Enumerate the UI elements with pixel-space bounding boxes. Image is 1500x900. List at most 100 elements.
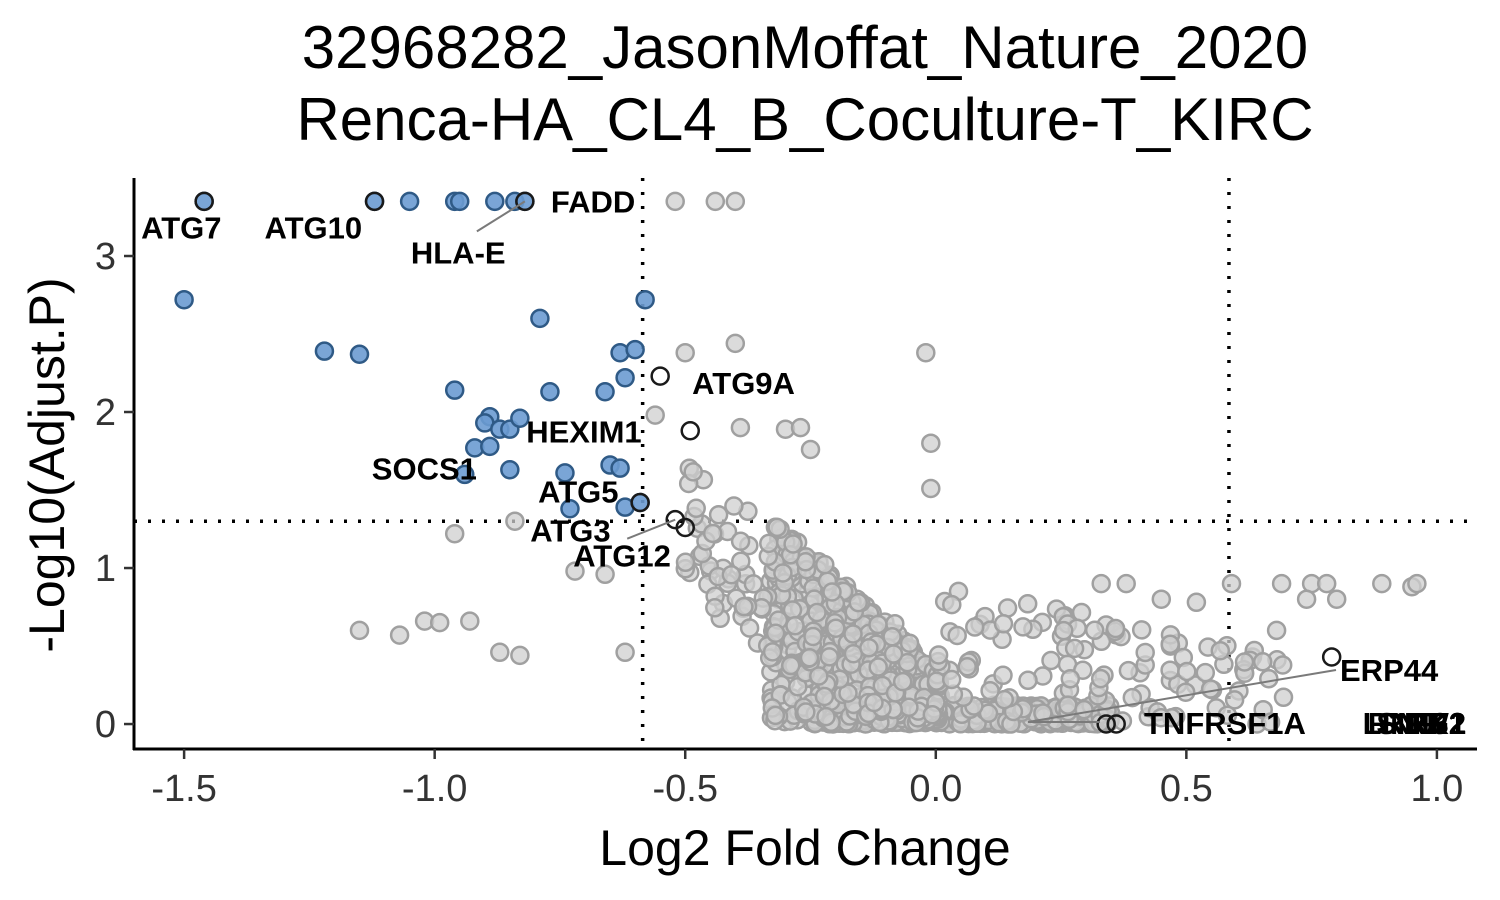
ns-point (822, 582, 842, 602)
ns-point (1252, 652, 1273, 672)
ns-point (565, 561, 585, 581)
ns-point (800, 439, 821, 460)
ns-point (815, 554, 835, 575)
down-point (480, 436, 500, 457)
ns-point (899, 633, 920, 653)
ns-point (1296, 589, 1317, 609)
ns-point (725, 191, 746, 212)
axes (132, 178, 1477, 751)
ns-point (1407, 573, 1427, 594)
ns-point (731, 551, 751, 572)
ns-point (997, 598, 1018, 618)
ns-point (665, 191, 685, 212)
ns-point (1234, 652, 1255, 672)
ns-point (1084, 620, 1105, 641)
highlight-point (364, 191, 385, 212)
y-tick-label: 2 (95, 392, 116, 434)
ns-point (1266, 620, 1287, 641)
ns-point (994, 689, 1015, 710)
down-point (610, 458, 630, 478)
ns-point (765, 623, 786, 643)
down-point (485, 191, 505, 212)
x-tick-label: -0.5 (652, 768, 717, 810)
ns-point (819, 647, 840, 667)
ns-point (730, 417, 751, 438)
ns-point (1091, 573, 1111, 594)
ns-point (1151, 707, 1171, 728)
ns-point (1160, 634, 1180, 654)
gene-label: ATG7 (141, 210, 221, 245)
ns-point (1058, 695, 1078, 715)
ns-point (1210, 640, 1231, 661)
label-leader-line (476, 200, 526, 233)
y-tick-label: 3 (95, 236, 116, 278)
ns-point (1177, 661, 1197, 682)
down-point (399, 191, 420, 212)
ns-point (783, 534, 803, 554)
down-point (349, 344, 370, 365)
ns-point (460, 611, 480, 631)
ns-point (980, 680, 1000, 701)
ns-point (1273, 687, 1294, 708)
down-point (449, 191, 470, 212)
ns-point (1316, 573, 1337, 594)
ns-point (1105, 618, 1126, 639)
ns-point (1200, 679, 1221, 699)
highlight-point (630, 492, 650, 513)
ns-point (807, 602, 827, 623)
down-point (615, 367, 635, 388)
down-point (530, 308, 550, 329)
ns-point (724, 496, 744, 516)
ns-point (1074, 699, 1094, 720)
ns-point (941, 669, 962, 690)
ns-point (645, 405, 665, 425)
ns-point (859, 638, 879, 658)
ns-point (765, 705, 786, 726)
ns-point (897, 652, 918, 673)
ns-point (928, 645, 949, 665)
gene-label: ATG12 (573, 538, 671, 573)
gene-label: FADD (551, 184, 635, 219)
ns-point (1326, 589, 1347, 609)
y-ticks: 0 1 2 3 (95, 236, 134, 746)
ns-point (510, 645, 530, 666)
down-point (595, 381, 615, 402)
gene-label: NF2 (1407, 706, 1466, 741)
ns-point (702, 523, 723, 544)
ns-point (429, 612, 450, 633)
highlight-point (680, 420, 700, 441)
ns-point (1116, 573, 1136, 594)
ns-point (1160, 660, 1180, 680)
ns-point (957, 656, 977, 677)
down-point (560, 498, 580, 519)
highlighted-points (194, 191, 1342, 734)
x-tick-label: 0.5 (1160, 768, 1213, 810)
ns-point (1372, 573, 1392, 594)
down-point (454, 464, 475, 485)
ns-point (1259, 668, 1279, 689)
ns-point (349, 620, 370, 641)
ns-point (799, 648, 820, 668)
x-tick-label: -1.0 (402, 768, 467, 810)
ns-point (921, 478, 941, 499)
ns-point (838, 683, 858, 703)
ns-point (725, 333, 746, 354)
ns-point (615, 642, 635, 663)
x-ticks: -1.5 -1.0 -0.5 0.0 0.5 1.0 (151, 749, 1463, 810)
ns-point (780, 655, 801, 676)
down-point (174, 289, 194, 310)
ns-point (1135, 642, 1155, 663)
ns-point (916, 342, 936, 363)
chart-subtitle: Renca-HA_CL4_B_Coculture-T_KIRC (296, 86, 1313, 153)
ns-point (734, 596, 754, 617)
ns-point (892, 671, 913, 692)
ns-point (843, 624, 863, 644)
label-leader-line (1027, 669, 1337, 723)
gene-label: RNF31 (1368, 706, 1466, 741)
ns-point (705, 598, 725, 618)
gene-label: ATG5 (538, 475, 618, 510)
ns-point (721, 564, 742, 585)
x-axis-title: Log2 Fold Change (599, 820, 1010, 876)
ns-point (675, 552, 696, 573)
ns-point (1260, 712, 1281, 732)
